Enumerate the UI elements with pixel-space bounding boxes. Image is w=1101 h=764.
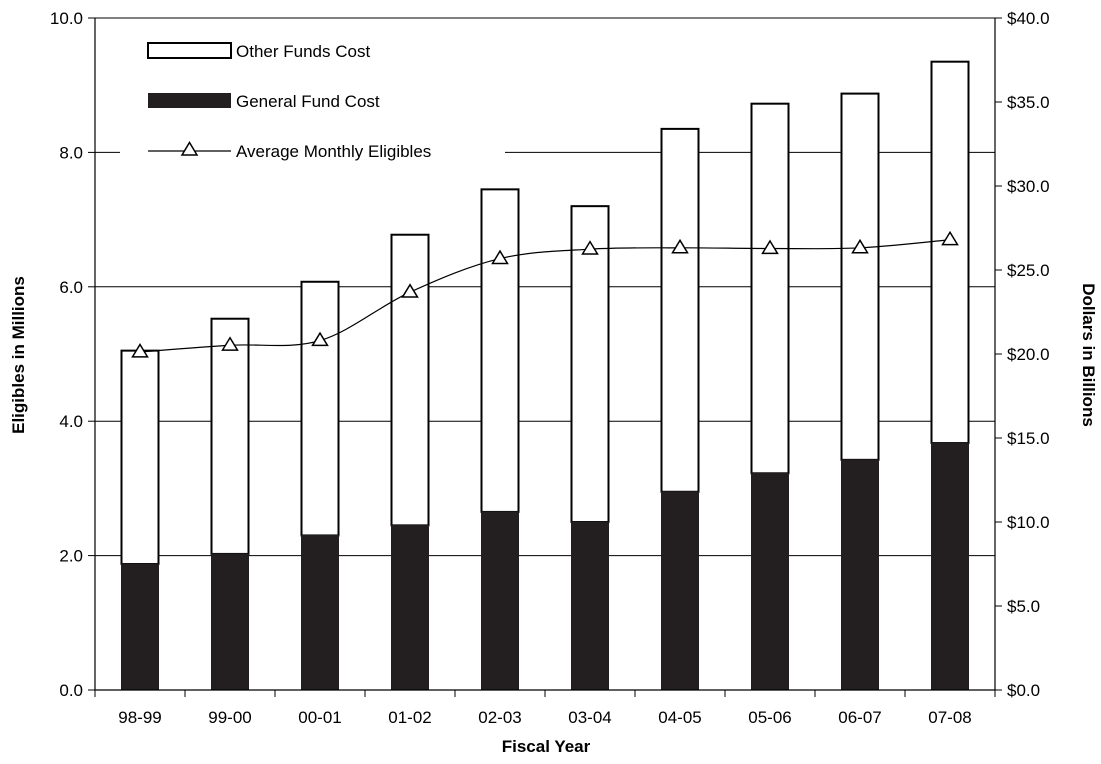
right-tick-label: $15.0 (1007, 429, 1050, 448)
bar-general-fund (481, 511, 519, 691)
x-tick-label: 06-07 (838, 708, 881, 727)
right-tick-label: $10.0 (1007, 513, 1050, 532)
x-tick-label: 03-04 (568, 708, 611, 727)
eligibles-point (851, 238, 869, 254)
legend-label-general-fund: General Fund Cost (236, 92, 380, 111)
x-tick-label: 99-00 (208, 708, 251, 727)
bar-other-funds (300, 280, 340, 537)
tick-labels: 0.0 2.0 4.0 6.0 8.0 10.0 $0.0 $5.0 $10.0 $15.0 $20… (50, 9, 1050, 727)
bar-other-funds (210, 317, 250, 555)
eligibles-point (581, 240, 599, 255)
right-tick-label: $25.0 (1007, 261, 1050, 280)
x-tick-label: 05-06 (748, 708, 791, 727)
left-tick-label: 6.0 (59, 278, 83, 297)
left-tick-label: 10.0 (50, 9, 83, 28)
right-tick-label: $40.0 (1007, 9, 1050, 28)
right-tick-label: $0.0 (1007, 681, 1040, 700)
eligibles-point (761, 239, 779, 255)
x-tick-label: 07-08 (928, 708, 971, 727)
bar-general-fund (751, 472, 789, 691)
x-tick-label: 98-99 (118, 708, 161, 727)
line-series (131, 230, 959, 358)
bar-general-fund (121, 563, 159, 691)
legend-label-eligibles: Average Monthly Eligibles (236, 142, 431, 161)
bar-other-funds (660, 127, 700, 493)
x-axis-title: Fiscal Year (502, 737, 591, 756)
legend: Other Funds Cost General Fund Cost Avera… (120, 42, 505, 184)
x-tick-label: 02-03 (478, 708, 521, 727)
legend-swatch-other-funds (147, 42, 232, 59)
legend-label-other-funds: Other Funds Cost (236, 42, 370, 61)
eligibles-point (401, 283, 419, 298)
right-tick-label: $20.0 (1007, 345, 1050, 364)
right-tick-label: $30.0 (1007, 177, 1050, 196)
eligibles-point (221, 336, 239, 351)
right-axis-title: Dollars in Billions (1079, 283, 1098, 427)
x-tick-label: 01-02 (388, 708, 431, 727)
bar-other-funds (570, 205, 610, 523)
eligibles-point (491, 249, 509, 265)
bar-other-funds (840, 92, 880, 461)
bar-other-funds (930, 60, 970, 445)
bar-general-fund (571, 521, 609, 691)
right-tick-label: $5.0 (1007, 597, 1040, 616)
eligibles-point (671, 238, 689, 254)
eligibles-line (139, 239, 951, 353)
bar-general-fund (301, 534, 339, 691)
left-tick-label: 0.0 (59, 681, 83, 700)
bar-general-fund (931, 442, 969, 691)
bar-general-fund (841, 459, 879, 691)
bar-other-funds (390, 233, 430, 527)
eligibles-point (941, 230, 959, 246)
legend-marker-eligibles (180, 141, 199, 156)
bar-other-funds (480, 188, 520, 513)
x-tick-label: 00-01 (298, 708, 341, 727)
left-tick-label: 4.0 (59, 412, 83, 431)
eligibles-point (131, 343, 149, 358)
bar-general-fund (661, 491, 699, 691)
axes (88, 17, 1002, 697)
bar-other-funds (750, 102, 790, 475)
bar-general-fund (211, 553, 249, 691)
left-axis-title: Eligibles in Millions (9, 276, 28, 434)
right-tick-label: $35.0 (1007, 93, 1050, 112)
legend-swatch-general-fund (148, 93, 231, 108)
bar-general-fund (391, 524, 429, 691)
bar-other-funds (120, 349, 160, 566)
eligibles-point (311, 331, 329, 347)
left-tick-label: 8.0 (59, 143, 83, 162)
left-tick-label: 2.0 (59, 547, 83, 566)
x-tick-label: 04-05 (658, 708, 701, 727)
bar-series (120, 60, 970, 691)
